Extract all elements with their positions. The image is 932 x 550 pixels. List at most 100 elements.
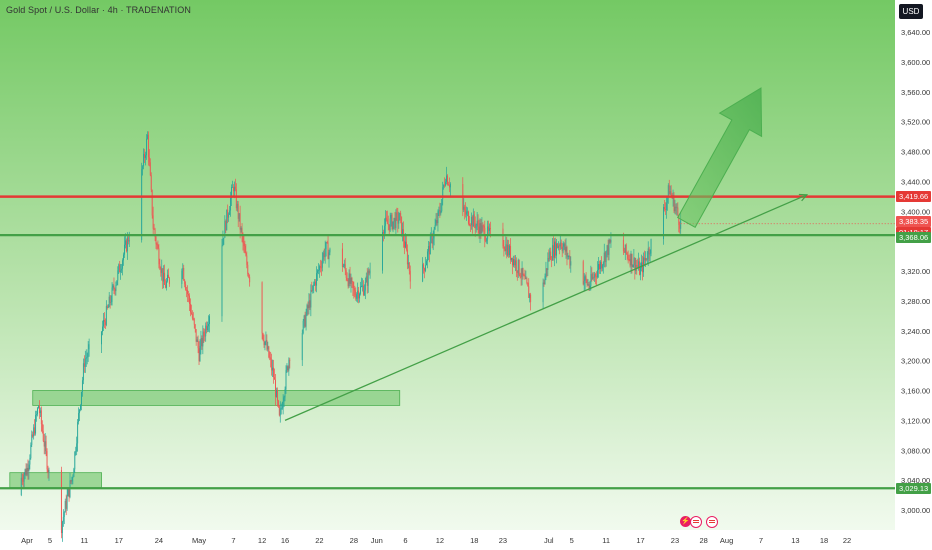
- candle-body: [311, 290, 313, 291]
- candle-body: [320, 267, 322, 269]
- candle-down: [504, 246, 506, 252]
- candle-body: [165, 284, 167, 288]
- candle-up: [181, 268, 183, 289]
- candle-up: [267, 341, 269, 352]
- candle-up: [390, 212, 392, 227]
- candle-body: [309, 300, 311, 308]
- candle-body: [152, 215, 154, 229]
- candle-down: [469, 215, 470, 227]
- candle-up: [369, 262, 371, 279]
- candle-down: [47, 465, 49, 479]
- candle-body: [476, 220, 478, 225]
- candle-down: [41, 420, 43, 434]
- candle-down: [249, 274, 251, 287]
- candle-body: [431, 235, 433, 244]
- candle-body: [156, 244, 158, 246]
- candle-body: [188, 294, 189, 296]
- candle-body: [23, 474, 25, 482]
- candle-up: [669, 185, 671, 195]
- x-tick-label: 13: [791, 536, 799, 545]
- candle-up: [328, 249, 330, 268]
- candle-body: [423, 264, 425, 269]
- candle-down: [38, 400, 40, 419]
- candle-down: [106, 304, 108, 310]
- candle-body: [310, 290, 312, 308]
- us-flag-event-icon[interactable]: [690, 516, 702, 528]
- candle-up: [81, 376, 83, 397]
- candle-up: [357, 282, 359, 303]
- candle-body: [78, 413, 80, 423]
- candle-down: [203, 328, 205, 343]
- candle-body: [593, 276, 595, 278]
- candle-body: [665, 202, 667, 210]
- candle-body: [306, 305, 308, 315]
- candle-body: [264, 341, 266, 345]
- candle-down: [439, 202, 441, 218]
- candle-down: [158, 244, 160, 269]
- candle-body: [646, 258, 648, 260]
- candle-body: [76, 443, 78, 452]
- us-flag-event-icon[interactable]: [706, 516, 718, 528]
- lightning-event-icon[interactable]: ⚡: [680, 516, 691, 527]
- candle-body: [526, 278, 528, 283]
- candle-down: [311, 281, 313, 293]
- candle-up: [632, 264, 634, 268]
- x-tick-label: 6: [403, 536, 407, 545]
- candle-up: [264, 341, 266, 351]
- candle-body: [528, 286, 530, 298]
- candle-body: [650, 239, 652, 254]
- candle-body: [673, 195, 675, 212]
- candle-body: [159, 264, 161, 270]
- candle-down: [550, 247, 552, 261]
- y-tick-label: 3,440.00: [901, 177, 930, 186]
- candle-up: [126, 232, 128, 260]
- candle-body: [560, 242, 562, 248]
- candle-body: [349, 273, 351, 284]
- candle-up: [565, 238, 567, 259]
- candle-down: [528, 278, 530, 298]
- candle-up: [583, 272, 585, 291]
- candle-down: [193, 317, 195, 329]
- candle-up: [66, 488, 68, 511]
- candle-up: [325, 242, 327, 257]
- candle-up: [598, 257, 599, 278]
- candle-up: [552, 237, 554, 261]
- candle-body: [191, 313, 193, 319]
- candle-body: [398, 220, 400, 224]
- x-tick-label: Jul: [544, 536, 554, 545]
- candle-body: [599, 264, 600, 270]
- candle-body: [640, 267, 642, 275]
- candle-up: [78, 407, 80, 425]
- candle-body: [606, 245, 608, 251]
- candle-down: [162, 268, 164, 289]
- y-tick-label: 3,000.00: [901, 506, 930, 515]
- currency-button[interactable]: USD: [899, 4, 923, 19]
- candle-up: [221, 238, 223, 322]
- candle-body: [106, 306, 108, 308]
- candle-body: [117, 270, 119, 281]
- candle-up: [472, 208, 474, 227]
- candle-up: [554, 238, 556, 267]
- candle-body: [147, 134, 149, 158]
- candle-body: [369, 270, 371, 274]
- candle-body: [304, 315, 306, 327]
- candle-body: [269, 357, 271, 359]
- current-price-tag: 3,383.35: [896, 216, 932, 228]
- candle-up: [141, 162, 143, 243]
- candle-body: [225, 221, 227, 231]
- candle-up: [481, 217, 483, 234]
- candle-body: [675, 206, 677, 208]
- candle-body: [443, 184, 445, 188]
- candle-down: [191, 310, 193, 321]
- candle-up: [547, 252, 549, 276]
- candle-down: [244, 240, 246, 254]
- candle-body: [648, 248, 650, 255]
- candle-up: [601, 264, 603, 272]
- candle-up: [674, 199, 676, 215]
- candle-body: [409, 270, 411, 282]
- candle-body: [546, 268, 548, 270]
- candle-down: [513, 255, 515, 268]
- candle-body: [41, 424, 43, 432]
- candle-body: [267, 346, 269, 350]
